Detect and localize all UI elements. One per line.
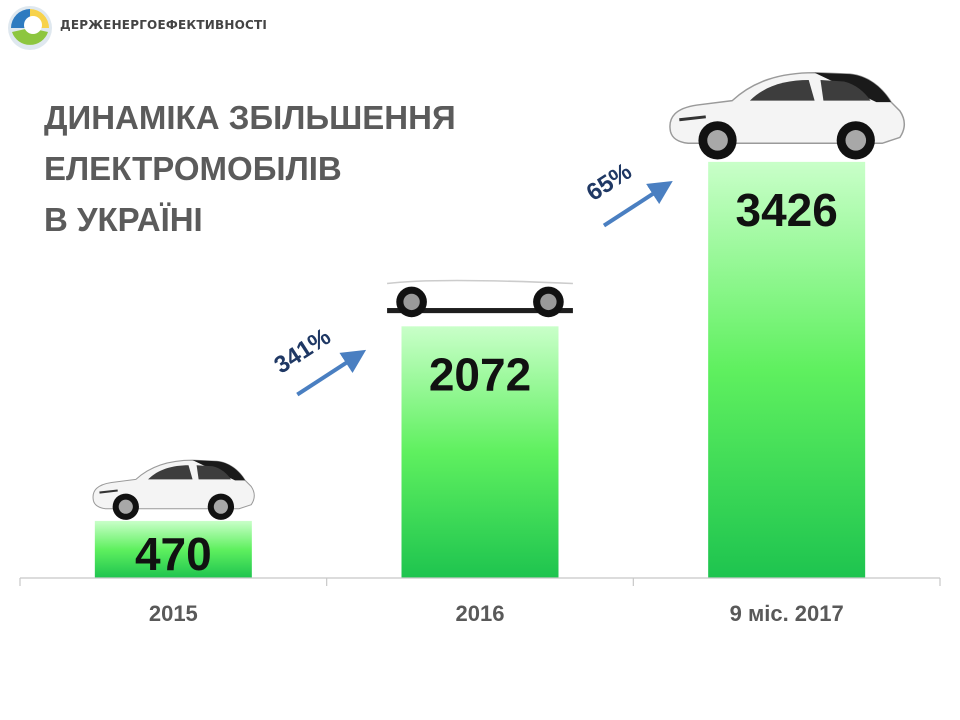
bar-value-label-1: 2072 <box>429 348 531 400</box>
title-line-1: ДИНАМІКА ЗБІЛЬШЕННЯ <box>44 99 456 136</box>
growth-percent-label-0: 341% <box>269 323 335 379</box>
title-line-2: ЕЛЕКТРОМОБІЛІВ <box>44 150 342 187</box>
x-tick-label-0: 2015 <box>149 601 198 626</box>
x-tick-label-1: 2016 <box>456 601 505 626</box>
x-tick-label-2: 9 міс. 2017 <box>730 601 844 626</box>
org-name: ДЕРЖЕНЕРГОЕФЕКТИВНОСТІ <box>60 18 268 32</box>
bar-2 <box>708 161 866 579</box>
growth-percent-label-1: 65% <box>582 158 637 207</box>
car-wheels-icon <box>386 279 574 318</box>
globe-logo-icon <box>8 6 52 50</box>
bar-value-label-0: 470 <box>135 528 212 580</box>
title-line-3: В УКРАЇНІ <box>44 201 203 238</box>
bar-1 <box>401 326 559 578</box>
growth-arrow-icon <box>602 180 673 228</box>
electric-car-icon <box>668 71 906 161</box>
page-title: ДИНАМІКА ЗБІЛЬШЕННЯ ЕЛЕКТРОМОБІЛІВ В УКР… <box>44 92 456 245</box>
bar-0 <box>94 520 252 578</box>
electric-car-icon <box>92 459 256 521</box>
growth-arrow-icon <box>296 349 367 397</box>
bar-value-label-2: 3426 <box>735 184 837 236</box>
